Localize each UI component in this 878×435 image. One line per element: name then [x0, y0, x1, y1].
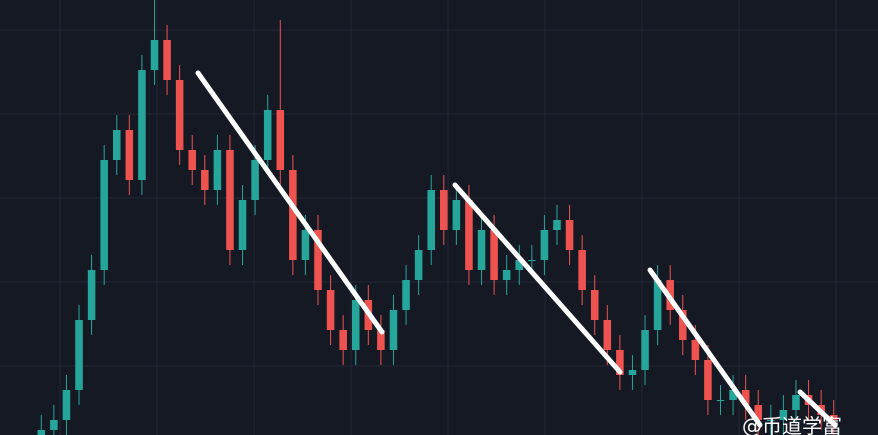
- candle-body: [754, 405, 763, 420]
- candle-body: [138, 70, 146, 180]
- candle-body: [691, 340, 700, 360]
- candle-body: [716, 400, 725, 401]
- candle-body: [75, 320, 83, 390]
- trend-arrow: [647, 267, 763, 428]
- candle-body: [741, 390, 750, 405]
- candle-body: [377, 330, 385, 350]
- candle-body: [251, 160, 259, 200]
- candle-body: [679, 310, 687, 340]
- candle-body: [276, 110, 285, 170]
- candle-body: [767, 420, 775, 421]
- candle-body: [515, 260, 524, 270]
- candle-body: [628, 370, 637, 375]
- candle-body: [163, 40, 171, 80]
- candle-body: [427, 190, 435, 250]
- trend-arrow: [195, 70, 385, 335]
- candle-body: [201, 170, 209, 190]
- trend-arrow: [797, 389, 838, 428]
- candle-body: [477, 230, 486, 270]
- candle-body: [590, 290, 599, 320]
- candle-body: [314, 230, 322, 290]
- candle-body: [528, 260, 536, 261]
- candle-body: [502, 270, 511, 280]
- candle-body: [289, 170, 297, 260]
- candle-body: [603, 320, 612, 350]
- candle-body: [829, 415, 838, 420]
- candle-body: [100, 160, 108, 270]
- candle-body: [188, 150, 196, 170]
- candle-body: [402, 280, 410, 310]
- candle-body: [641, 330, 649, 370]
- candle-body: [653, 280, 662, 330]
- candle-body: [779, 410, 788, 420]
- candle-body: [578, 250, 586, 290]
- candle-body: [729, 390, 737, 400]
- candle-body: [351, 300, 360, 350]
- candle-body: [50, 420, 58, 430]
- candle-body: [704, 360, 712, 400]
- candle-body: [490, 230, 498, 280]
- candle-body: [150, 40, 159, 70]
- candle-body: [87, 270, 96, 320]
- candle-body: [339, 330, 347, 350]
- candle-body: [62, 390, 71, 420]
- candle-body: [565, 220, 574, 250]
- candle-body: [440, 190, 448, 230]
- candles: [37, 0, 838, 435]
- candle-body: [452, 200, 461, 230]
- candle-body: [326, 290, 335, 330]
- candle-body: [125, 130, 134, 180]
- candle-body: [389, 310, 398, 350]
- candle-body: [263, 110, 272, 160]
- candle-body: [213, 150, 222, 190]
- candle-body: [226, 150, 234, 250]
- candle-body: [465, 200, 473, 270]
- candle-body: [792, 395, 800, 410]
- candle-body: [37, 430, 46, 435]
- candle-body: [238, 200, 247, 250]
- candle-body: [540, 230, 549, 260]
- candle-body: [616, 350, 624, 375]
- candle-body: [301, 230, 310, 260]
- candle-body: [414, 250, 423, 280]
- candle-body: [112, 130, 121, 160]
- candle-body: [175, 80, 184, 150]
- candle-body: [553, 220, 561, 230]
- trend-arrow: [452, 182, 623, 375]
- watermark: @币道学富: [742, 414, 842, 435]
